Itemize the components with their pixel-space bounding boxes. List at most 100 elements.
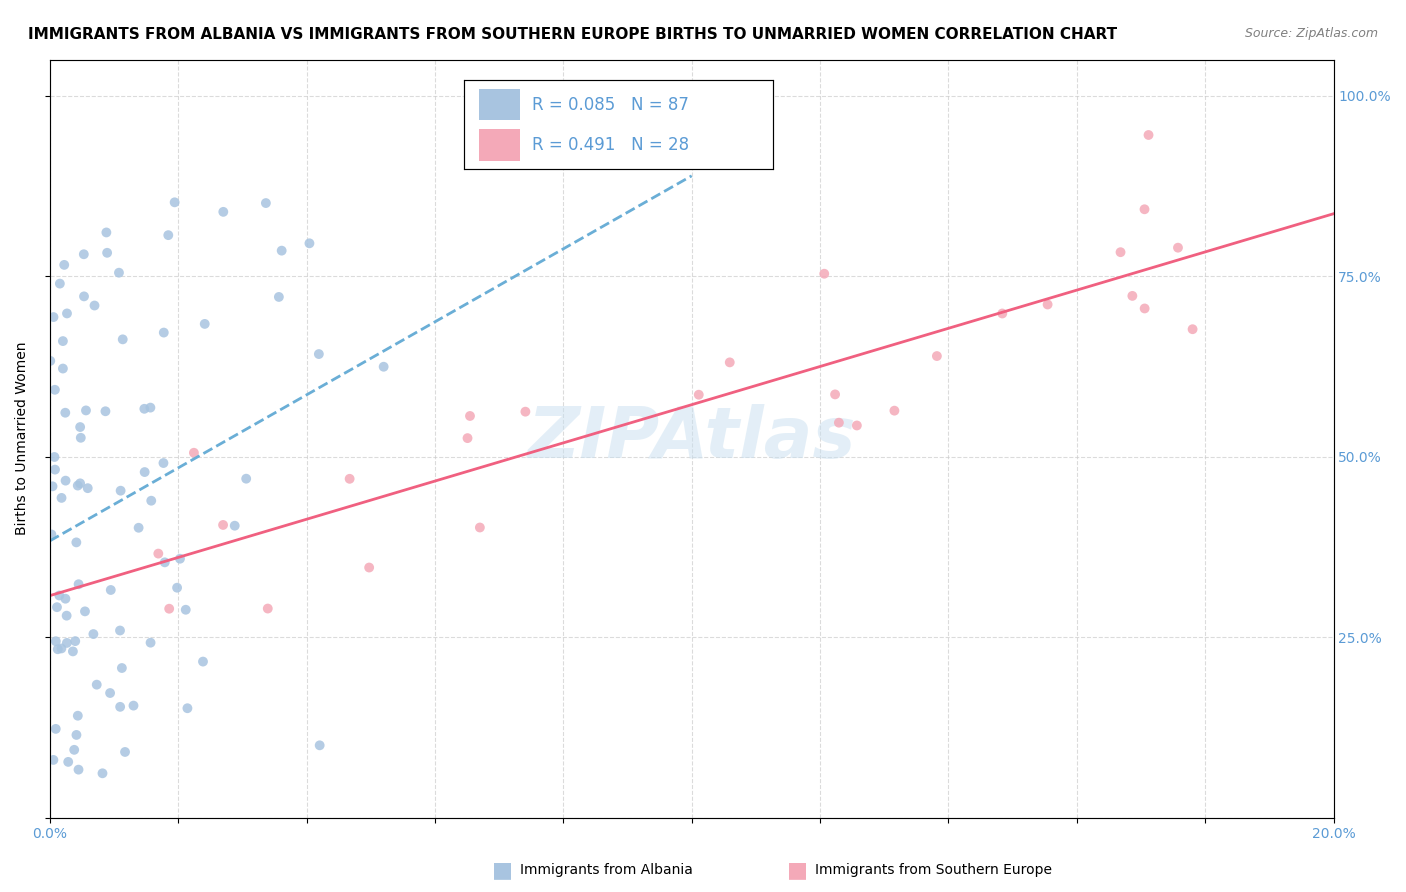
Point [42,753,65,767]
Point [96,226,118,240]
Point [41,527,63,541]
Point [66,708,89,723]
Point [688,388,710,402]
Point [191,655,214,669]
Point [270,244,292,258]
Point [45,722,67,736]
Point [44,383,66,397]
Point [1109,245,1132,260]
Point [46,600,69,615]
Point [45,634,67,648]
Point [1167,241,1189,255]
Text: R = 0.085   N = 87: R = 0.085 N = 87 [531,96,689,114]
Point [69,420,91,434]
Point [82,627,104,641]
Point [153,555,176,569]
Point [56,306,79,320]
Point [52,334,75,348]
Point [83,299,105,313]
Point [1181,322,1204,336]
Point [515,405,537,419]
Bar [479,129,520,161]
Point [114,745,136,759]
Point [63,743,86,757]
Point [174,603,197,617]
Point [86,678,108,692]
Point [308,347,330,361]
Point [166,581,188,595]
Point [41,479,63,493]
Point [176,701,198,715]
Point [224,518,246,533]
Point [845,418,868,433]
Point [69,431,91,445]
Point [212,518,235,533]
Point [256,601,278,615]
Point [458,409,481,423]
Text: R = 0.491   N = 28: R = 0.491 N = 28 [531,136,689,154]
Point [65,728,87,742]
Point [359,560,381,574]
Point [66,478,89,492]
Point [139,401,162,415]
Point [46,642,69,657]
Point [883,403,905,417]
Point [267,290,290,304]
Text: ■: ■ [492,860,513,880]
Point [1133,202,1156,217]
Text: ■: ■ [787,860,808,880]
Text: Source: ZipAtlas.com: Source: ZipAtlas.com [1244,27,1378,40]
Y-axis label: Births to Unmarried Women: Births to Unmarried Women [15,342,30,535]
Point [55,474,77,488]
Point [813,267,835,281]
Point [75,403,97,417]
Point [718,355,741,369]
Point [51,491,73,505]
Point [1121,289,1143,303]
Point [69,476,91,491]
Point [48,589,70,603]
Point [235,472,257,486]
Point [1133,301,1156,316]
Point [134,465,156,479]
Point [339,472,361,486]
Point [76,481,98,495]
Point [67,577,90,591]
Point [58,755,80,769]
Point [108,624,131,638]
Point [42,310,65,324]
Point [183,446,205,460]
Text: ZIPAtlas: ZIPAtlas [527,404,856,473]
Point [111,661,134,675]
Point [96,245,118,260]
Point [194,317,217,331]
Point [108,266,131,280]
Point [308,739,330,753]
Point [148,547,170,561]
Point [134,401,156,416]
Point [141,493,163,508]
Point [298,236,321,251]
Point [254,196,277,211]
Point [991,306,1014,320]
Point [163,195,186,210]
Bar [479,89,520,120]
Point [65,535,87,549]
Point [1036,297,1059,311]
Point [44,462,66,476]
Point [122,698,145,713]
Point [152,326,174,340]
Point [457,431,479,445]
Point [73,247,96,261]
Point [73,289,96,303]
Point [98,686,121,700]
Point [128,521,150,535]
Point [53,406,76,420]
Point [55,608,77,623]
Point [828,416,851,430]
Text: IMMIGRANTS FROM ALBANIA VS IMMIGRANTS FROM SOUTHERN EUROPE BIRTHS TO UNMARRIED W: IMMIGRANTS FROM ALBANIA VS IMMIGRANTS FR… [28,27,1118,42]
Point [62,644,84,658]
Point [212,204,235,219]
Point [73,604,96,618]
Point [100,582,122,597]
